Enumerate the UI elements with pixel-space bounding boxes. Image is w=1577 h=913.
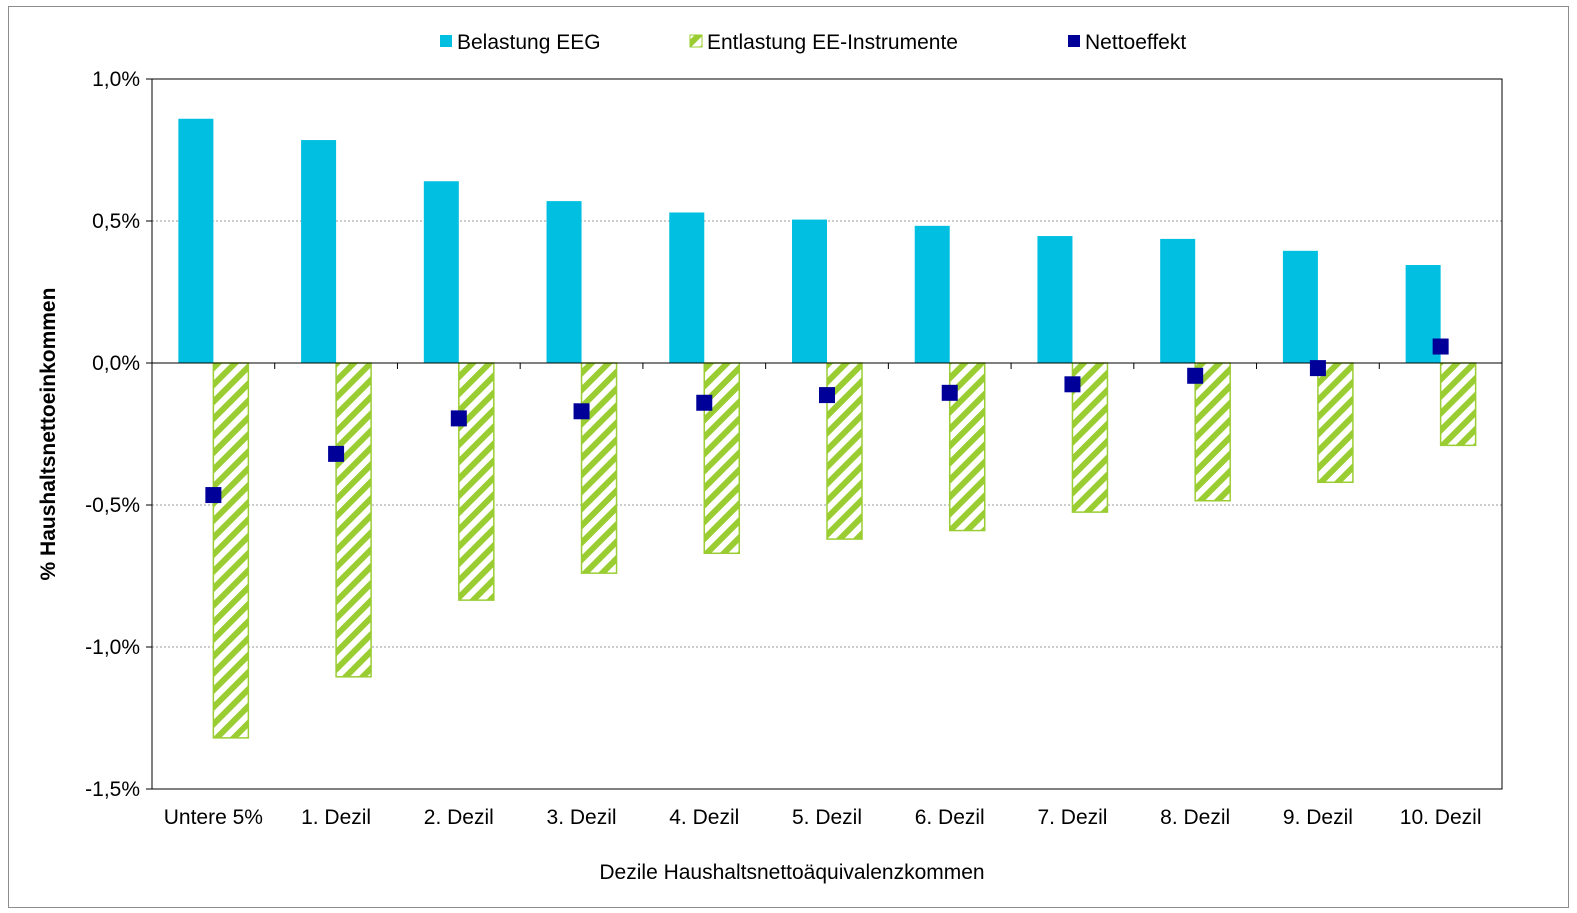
x-tick-label: 5. Dezil <box>792 806 862 829</box>
legend-swatch-netto <box>1068 35 1080 47</box>
bar-belastung-eeg <box>792 219 827 363</box>
marker-nettoeffekt <box>450 410 467 427</box>
y-axis-title: % Haushaltsnettoeinkommen <box>37 288 60 581</box>
bar-belastung-eeg <box>423 181 459 363</box>
y-tick-label: 0,5% <box>92 210 140 233</box>
marker-nettoeffekt <box>1432 338 1449 355</box>
bar-entlastung-ee <box>1439 362 1477 447</box>
y-tick-label: 1,0% <box>92 68 140 91</box>
bar-entlastung-ee <box>703 362 741 555</box>
marker-nettoeffekt <box>573 403 590 420</box>
marker-nettoeffekt <box>696 394 713 411</box>
bar-entlastung-ee <box>212 362 250 739</box>
marker-nettoeffekt <box>1187 367 1204 384</box>
bar-entlastung-ee <box>458 362 495 601</box>
marker-nettoeffekt <box>819 387 835 404</box>
marker-nettoeffekt <box>941 384 958 401</box>
x-axis-title: Dezile Haushaltsnettoäquivalenzkommen <box>599 861 984 884</box>
bar-belastung-eeg <box>1160 238 1196 363</box>
marker-nettoeffekt <box>1309 360 1326 377</box>
bar-entlastung-ee <box>335 362 372 678</box>
x-tick-label: 1. Dezil <box>301 806 371 829</box>
legend-item-entlastung: Entlastung EE-Instrumente <box>689 31 958 54</box>
marker-nettoeffekt <box>1064 376 1081 393</box>
marker-nettoeffekt <box>328 445 345 462</box>
legend-swatch-belastung <box>440 35 452 47</box>
series-belastung-eeg <box>178 118 1441 363</box>
y-tick-label: -1,5% <box>85 778 140 801</box>
bar-belastung-eeg <box>546 201 582 363</box>
bar-entlastung-ee <box>580 362 618 574</box>
bar-belastung-eeg <box>914 225 950 363</box>
bar-belastung-eeg <box>1037 236 1073 363</box>
legend-label-belastung: Belastung EEG <box>457 31 601 54</box>
y-tick-label: -0,5% <box>85 494 140 517</box>
x-tick-label: 4. Dezil <box>669 806 739 829</box>
legend-label-netto: Nettoeffekt <box>1085 31 1186 54</box>
x-tick-label: 6. Dezil <box>915 806 985 829</box>
chart-frame <box>8 6 1569 908</box>
plot-area-border <box>151 78 1503 790</box>
x-tick-label: Untere 5% <box>164 806 263 829</box>
x-tick-label: 2. Dezil <box>424 806 494 829</box>
legend-item-belastung: Belastung EEG <box>440 31 601 54</box>
bar-belastung-eeg <box>669 212 705 363</box>
y-axis-ticks: 1,0% 0,5% 0,0% -0,5% -1,0% -1,5% <box>85 68 152 801</box>
marker-nettoeffekt <box>205 487 222 504</box>
legend-item-netto: Nettoeffekt <box>1068 31 1186 54</box>
bar-belastung-eeg <box>178 118 214 363</box>
x-tick-label: 9. Dezil <box>1283 806 1353 829</box>
bar-belastung-eeg <box>1282 250 1318 363</box>
y-tick-label: -1,0% <box>85 636 140 659</box>
series-nettoeffekt <box>205 338 1449 504</box>
series-entlastung-ee-instrumente <box>212 362 1477 739</box>
bar-belastung-eeg <box>301 140 337 363</box>
axes <box>151 78 1503 790</box>
bar-entlastung-ee <box>1194 362 1231 502</box>
legend-label-entlastung: Entlastung EE-Instrumente <box>707 31 958 54</box>
y-tick-label: 0,0% <box>92 352 140 375</box>
x-tick-label: 7. Dezil <box>1037 806 1107 829</box>
legend-swatch-entlastung <box>689 34 703 48</box>
bar-entlastung-ee <box>1317 362 1354 484</box>
x-tick-label: 8. Dezil <box>1160 806 1230 829</box>
x-axis-ticks: Untere 5% 1. Dezil 2. Dezil 3. Dezil 4. Dezi… <box>164 806 1482 829</box>
x-tick-label: 10. Dezil <box>1400 806 1482 829</box>
legend: Belastung EEG Entlastung EE-Instrumente … <box>440 31 1186 54</box>
x-tick-label: 3. Dezil <box>547 806 617 829</box>
